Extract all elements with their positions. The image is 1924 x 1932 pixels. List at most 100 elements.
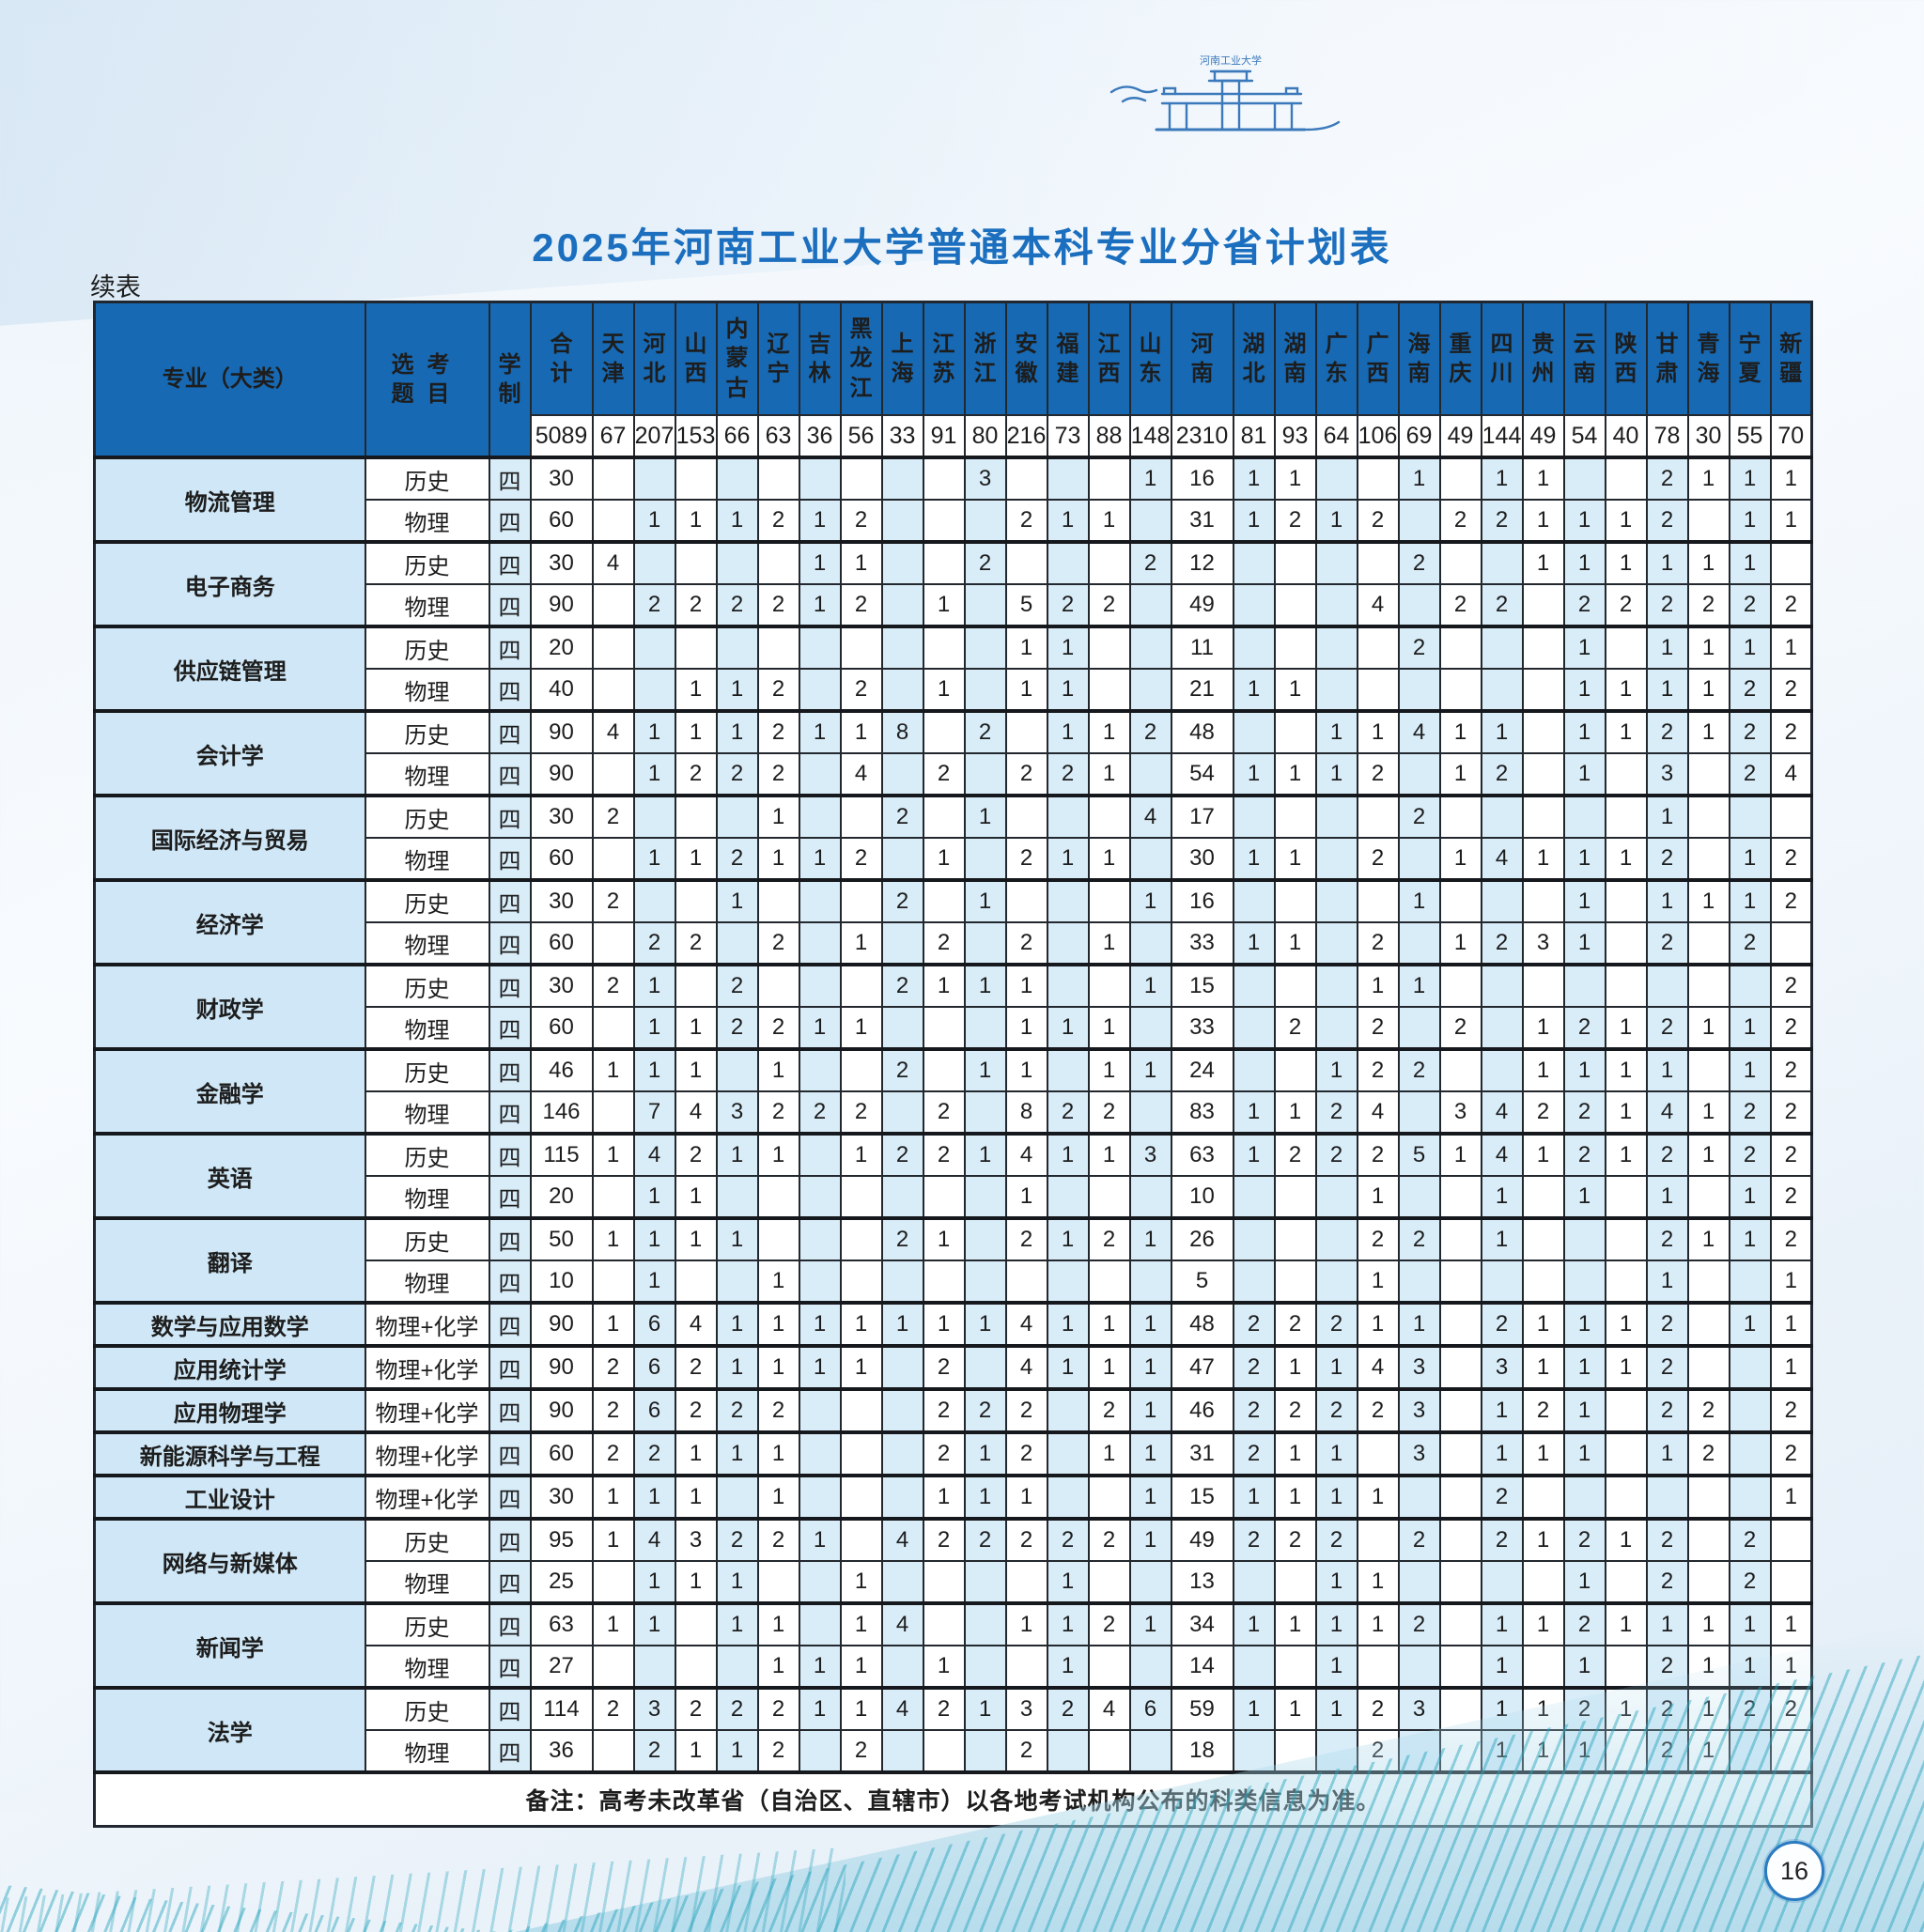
- header-province: 广 西: [1356, 301, 1400, 416]
- plan-cell: 1: [1562, 1344, 1606, 1390]
- plan-row: 法学 历史四 114 2 3 2 2 2 1 1 4 2 1 3 2 4 6 59 1 1 1 2 3 1 1 2 1 2 1 2 2: [93, 1686, 1813, 1773]
- plan-cell: [715, 1175, 759, 1219]
- plan-cell: [1232, 1175, 1276, 1219]
- plan-cell: 1: [1562, 1645, 1606, 1689]
- plan-cell: 2: [1728, 583, 1772, 627]
- row-total-cell: 114: [529, 1686, 594, 1731]
- plan-row: 物理四 90 2 2 2 2 1 2 1 5 2 2 49 4 2 2 2 2 2 2 2 2: [95, 583, 1813, 627]
- plan-cell: [1521, 794, 1565, 839]
- plan-cell: 1: [839, 1132, 883, 1177]
- plan-cell: [1438, 963, 1482, 1008]
- plan-cell: [963, 668, 1007, 712]
- plan-cell: [1397, 668, 1441, 712]
- plan-cell: 4: [632, 1132, 676, 1177]
- plan-cell: [1769, 921, 1813, 966]
- plan-cell: 1: [1604, 1344, 1648, 1390]
- plan-cell: 2: [1087, 1090, 1131, 1135]
- plan-cell: 1: [1128, 878, 1172, 923]
- plan-cell: [1480, 668, 1524, 712]
- plan-cell: 1: [1686, 709, 1730, 754]
- plan-cell: [798, 794, 842, 839]
- plan-cell: 6: [1128, 1686, 1172, 1731]
- plan-cell: [1128, 921, 1172, 966]
- plan-cell: 2: [1769, 709, 1813, 754]
- plan-cell: 1: [1521, 1517, 1565, 1562]
- plan-cell: [1686, 1047, 1730, 1092]
- plan-cell: [1128, 1175, 1172, 1219]
- plan-cell: [1604, 752, 1648, 796]
- plan-cell: 1: [1769, 1344, 1813, 1390]
- plan-cell: [1314, 794, 1358, 839]
- plan-cell: 3: [1128, 1132, 1172, 1177]
- plan-cell: 1: [839, 1645, 883, 1689]
- plan-cell: 2: [1046, 1517, 1090, 1562]
- plan-cell: 1: [1356, 1474, 1400, 1520]
- plan-cell: 1: [674, 1729, 718, 1773]
- plan-cell: 1: [922, 963, 966, 1008]
- plan-cell: 1: [1521, 1430, 1565, 1476]
- plan-cell: [1087, 1729, 1131, 1773]
- years-cell: 四: [488, 1301, 532, 1347]
- plan-cell: 2: [1645, 1216, 1689, 1261]
- plan-cell: 4: [1480, 837, 1524, 881]
- plan-cell: [591, 583, 635, 627]
- plan-cell: 1: [1686, 1090, 1730, 1135]
- row-total-cell: 30: [529, 1474, 594, 1520]
- plan-cell: 1: [715, 709, 759, 754]
- plan-cell: 1: [1480, 1175, 1524, 1219]
- plan-cell: 4: [880, 1601, 924, 1646]
- plan-cell: 1: [1314, 499, 1358, 543]
- subject-cell: 物理+化学: [364, 1430, 490, 1476]
- plan-cell: 1: [922, 1216, 966, 1261]
- plan-cell: 1: [756, 1601, 800, 1646]
- plan-cell: [1604, 625, 1648, 670]
- plan-cell: [963, 1601, 1007, 1646]
- plan-cell: 1: [1314, 1474, 1358, 1520]
- plan-cell: 1: [1087, 1047, 1131, 1092]
- plan-cell: 1: [1728, 1216, 1772, 1261]
- table-header: 专业（大类） 选考 题目学 制合 计天 津河 北山 西内 蒙 古辽 宁吉 林黑 龙…: [93, 301, 1813, 458]
- plan-cell: [1087, 625, 1131, 670]
- plan-cell: [1087, 1560, 1131, 1604]
- plan-cell: 1: [922, 837, 966, 881]
- row-total-cell: 90: [529, 752, 594, 796]
- header-province: 湖 南: [1273, 301, 1317, 416]
- plan-cell: [1562, 794, 1606, 839]
- plan-cell: [1232, 1729, 1276, 1773]
- plan-cell: 1: [715, 1729, 759, 1773]
- row-total-cell: 30: [529, 456, 594, 501]
- plan-cell: [1521, 1175, 1565, 1219]
- plan-cell: 2: [756, 1729, 800, 1773]
- subject-cell: 物理: [364, 1260, 490, 1304]
- plan-cell: 1: [632, 1474, 676, 1520]
- plan-cell: 1: [1645, 1430, 1689, 1476]
- plan-cell: 1: [963, 1047, 1007, 1092]
- header-province: 四 川: [1480, 301, 1524, 416]
- plan-cell: 2: [632, 1729, 676, 1773]
- plan-cell: [880, 1645, 924, 1689]
- years-cell: 四: [488, 1006, 532, 1050]
- plan-cell: [1438, 1047, 1482, 1092]
- plan-cell: [1438, 1175, 1482, 1219]
- row-total-cell: 20: [529, 1175, 594, 1219]
- plan-cell: [798, 921, 842, 966]
- plan-cell: 2: [632, 921, 676, 966]
- plan-cell: 3: [1397, 1387, 1441, 1433]
- plan-cell: 2: [922, 1344, 966, 1390]
- plan-cell: 2: [1273, 1132, 1317, 1177]
- plan-cell: 4: [674, 1301, 718, 1347]
- major-cell: 物流管理: [93, 456, 366, 543]
- plan-cell: [1521, 1216, 1565, 1261]
- plan-cell: 1: [1686, 1132, 1730, 1177]
- years-cell: 四: [488, 752, 532, 796]
- plan-cell: [963, 1729, 1007, 1773]
- plan-cell: 1: [1004, 1601, 1048, 1646]
- plan-cell: 2: [1438, 583, 1482, 627]
- header-province: 内 蒙 古: [715, 301, 759, 416]
- plan-cell: 1: [1046, 625, 1090, 670]
- row-total-cell: 60: [529, 837, 594, 881]
- plan-cell: 1: [1562, 1175, 1606, 1219]
- plan-cell: 2: [1480, 499, 1524, 543]
- plan-cell: 1: [1521, 837, 1565, 881]
- plan-cell: 1: [591, 1517, 635, 1562]
